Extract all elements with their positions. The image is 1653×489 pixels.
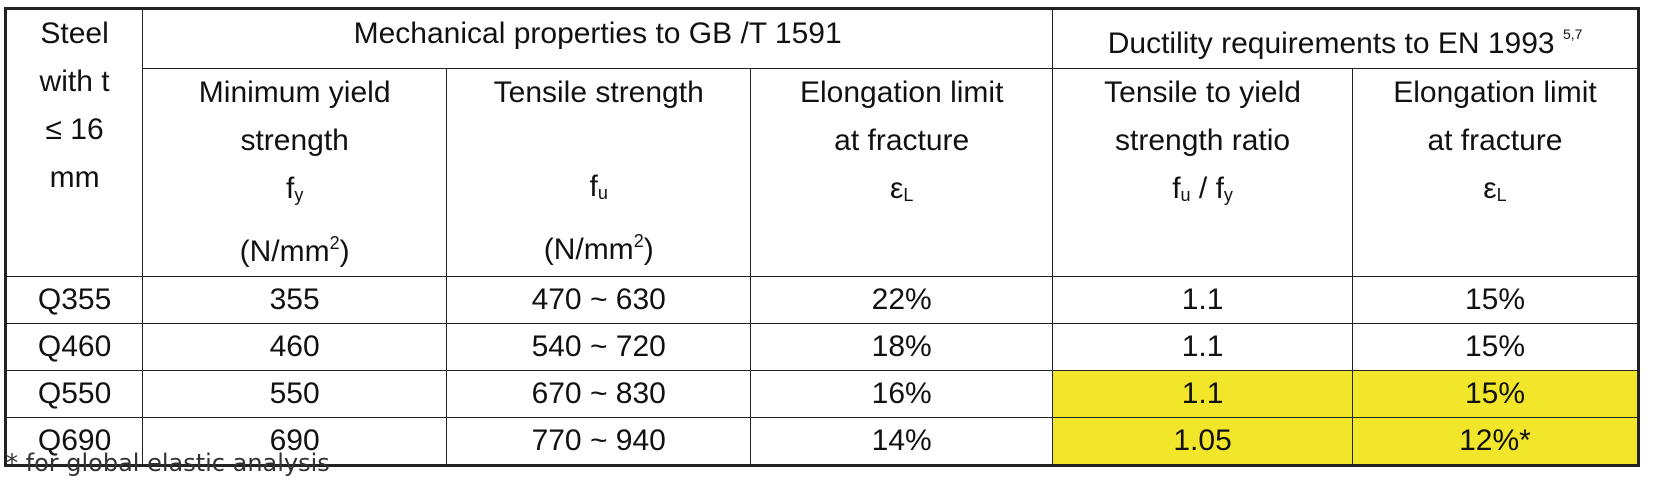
- header-elongation-en-line-1: Elongation limit: [1393, 76, 1597, 109]
- header-min-yield: Minimum yield strength fy (N/mm2): [142, 68, 448, 277]
- header-elongation-en: Elongation limit at fracture εL: [1351, 68, 1640, 277]
- header-steel-line-2: with t: [39, 65, 110, 98]
- cell-steel: Q550: [4, 370, 144, 418]
- cell-elongation-gb: 16%: [750, 370, 1054, 418]
- unit-base: (N/mm: [239, 235, 330, 268]
- header-tensile-line-1: Tensile strength: [493, 76, 704, 109]
- cell-ratio: 1.1: [1052, 276, 1353, 324]
- cell-steel: Q355: [4, 276, 144, 324]
- symbol-epsilon-base: ε: [1483, 172, 1497, 205]
- header-ratio-symbol: fu / fy: [1053, 165, 1352, 219]
- table-row: Q460 460 540 ~ 720 18% 1.1 15%: [4, 323, 1640, 371]
- header-ratio-line-1: Tensile to yield: [1104, 76, 1301, 109]
- header-tensile-strength: Tensile strength fu (N/mm2): [446, 68, 752, 277]
- cell-fy: 355: [142, 276, 448, 324]
- unit-close: ): [643, 233, 654, 266]
- unit-close: ): [339, 235, 350, 268]
- cell-elongation-en: 15%: [1351, 276, 1640, 324]
- cell-elongation-gb: 22%: [750, 276, 1054, 324]
- header-ratio: Tensile to yield strength ratio fu / fy: [1052, 68, 1353, 277]
- header-min-yield-line-1: Minimum yield: [198, 76, 391, 109]
- header-min-yield-line-2: strength: [240, 124, 349, 157]
- unit-base: (N/mm: [543, 233, 634, 266]
- header-elongation-gb-symbol: εL: [751, 165, 1052, 219]
- header-group-en: Ductility requirements to EN 1993 5,7: [1052, 8, 1639, 69]
- table-row: Q355 355 470 ~ 630 22% 1.1 15%: [4, 276, 1640, 324]
- header-group-en-refs: 5,7: [1562, 26, 1583, 42]
- symbol-fu-base: f: [589, 170, 598, 203]
- symbol-fy-base: f: [285, 172, 295, 205]
- cell-fu: 670 ~ 830: [446, 370, 752, 418]
- table-row: Q690 690 770 ~ 940 14% 1.05 12%*: [4, 417, 1640, 466]
- unit-sup: 2: [329, 233, 340, 253]
- symbol-separator: /: [1190, 172, 1216, 205]
- cell-ratio-highlighted: 1.1: [1052, 370, 1353, 418]
- symbol-fu-sub: u: [597, 183, 608, 203]
- symbol-fy-base: f: [1215, 172, 1224, 205]
- header-steel-line-1: Steel: [40, 17, 109, 50]
- cell-ratio: 1.1: [1052, 323, 1353, 371]
- cell-fy: 690: [142, 417, 448, 466]
- header-group-gb: Mechanical properties to GB /T 1591: [142, 8, 1054, 69]
- symbol-fy-sub: y: [1223, 185, 1233, 205]
- cell-fu: 540 ~ 720: [446, 323, 752, 371]
- symbol-fu-base: f: [1172, 172, 1181, 205]
- steel-properties-table: Steel with t ≤ 16 mm Mechanical properti…: [4, 7, 1640, 467]
- header-ratio-line-2: strength ratio: [1115, 124, 1291, 157]
- header-elongation-en-symbol: εL: [1353, 165, 1637, 219]
- table-row: Q550 550 670 ~ 830 16% 1.1 15%: [4, 370, 1640, 418]
- symbol-fu-sub: u: [1180, 185, 1191, 205]
- header-elongation-en-line-2: at fracture: [1427, 124, 1563, 157]
- cell-steel: Q690: [4, 417, 144, 466]
- header-elongation-gb-line-1: Elongation limit: [799, 76, 1004, 109]
- cell-elongation-en-highlighted: 12%*: [1351, 417, 1640, 466]
- header-steel-line-4: mm: [49, 161, 100, 194]
- header-group-gb-label: Mechanical properties to GB /T 1591: [353, 17, 842, 50]
- header-steel: Steel with t ≤ 16 mm: [4, 8, 144, 277]
- symbol-epsilon-sub: L: [1496, 185, 1507, 205]
- header-tensile-spacer: [447, 117, 750, 163]
- footnote: * for global elastic analysis: [6, 449, 330, 477]
- cell-elongation-gb: 18%: [750, 323, 1054, 371]
- header-steel-line-3: ≤ 16: [45, 113, 104, 146]
- header-tensile-symbol: fu: [447, 163, 750, 217]
- cell-steel: Q460: [4, 323, 144, 371]
- cell-fy: 550: [142, 370, 448, 418]
- cell-fu: 770 ~ 940: [446, 417, 752, 466]
- header-min-yield-unit: (N/mm2): [143, 219, 446, 276]
- cell-elongation-en: 15%: [1351, 323, 1640, 371]
- symbol-epsilon-sub: L: [903, 185, 914, 205]
- cell-fu: 470 ~ 630: [446, 276, 752, 324]
- header-tensile-unit: (N/mm2): [447, 217, 750, 274]
- properties-table-wrapper: Steel with t ≤ 16 mm Mechanical properti…: [4, 7, 1640, 467]
- cell-elongation-gb: 14%: [750, 417, 1054, 466]
- symbol-epsilon-base: ε: [890, 172, 904, 205]
- cell-ratio-highlighted: 1.05: [1052, 417, 1353, 466]
- symbol-fy-sub: y: [294, 185, 304, 205]
- header-elongation-gb-line-2: at fracture: [834, 124, 970, 157]
- header-group-en-label: Ductility requirements to EN 1993: [1107, 27, 1555, 60]
- cell-elongation-en-highlighted: 15%: [1351, 370, 1640, 418]
- cell-fy: 460: [142, 323, 448, 371]
- unit-sup: 2: [633, 231, 644, 251]
- header-elongation-gb: Elongation limit at fracture εL: [750, 68, 1054, 277]
- header-min-yield-symbol: fy: [143, 165, 446, 219]
